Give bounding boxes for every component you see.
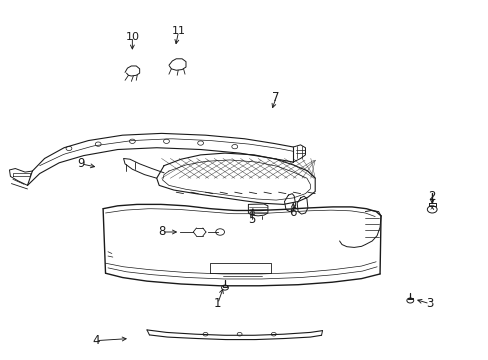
Text: 1: 1: [213, 297, 221, 310]
Text: 7: 7: [272, 91, 279, 104]
Text: 5: 5: [247, 213, 255, 226]
Text: 9: 9: [77, 157, 85, 170]
Text: 2: 2: [427, 190, 435, 203]
Text: 8: 8: [158, 225, 165, 238]
Text: 4: 4: [92, 334, 100, 347]
Text: 11: 11: [171, 26, 185, 36]
Text: 3: 3: [425, 297, 432, 310]
Text: 10: 10: [125, 32, 139, 41]
Text: 6: 6: [289, 206, 296, 219]
